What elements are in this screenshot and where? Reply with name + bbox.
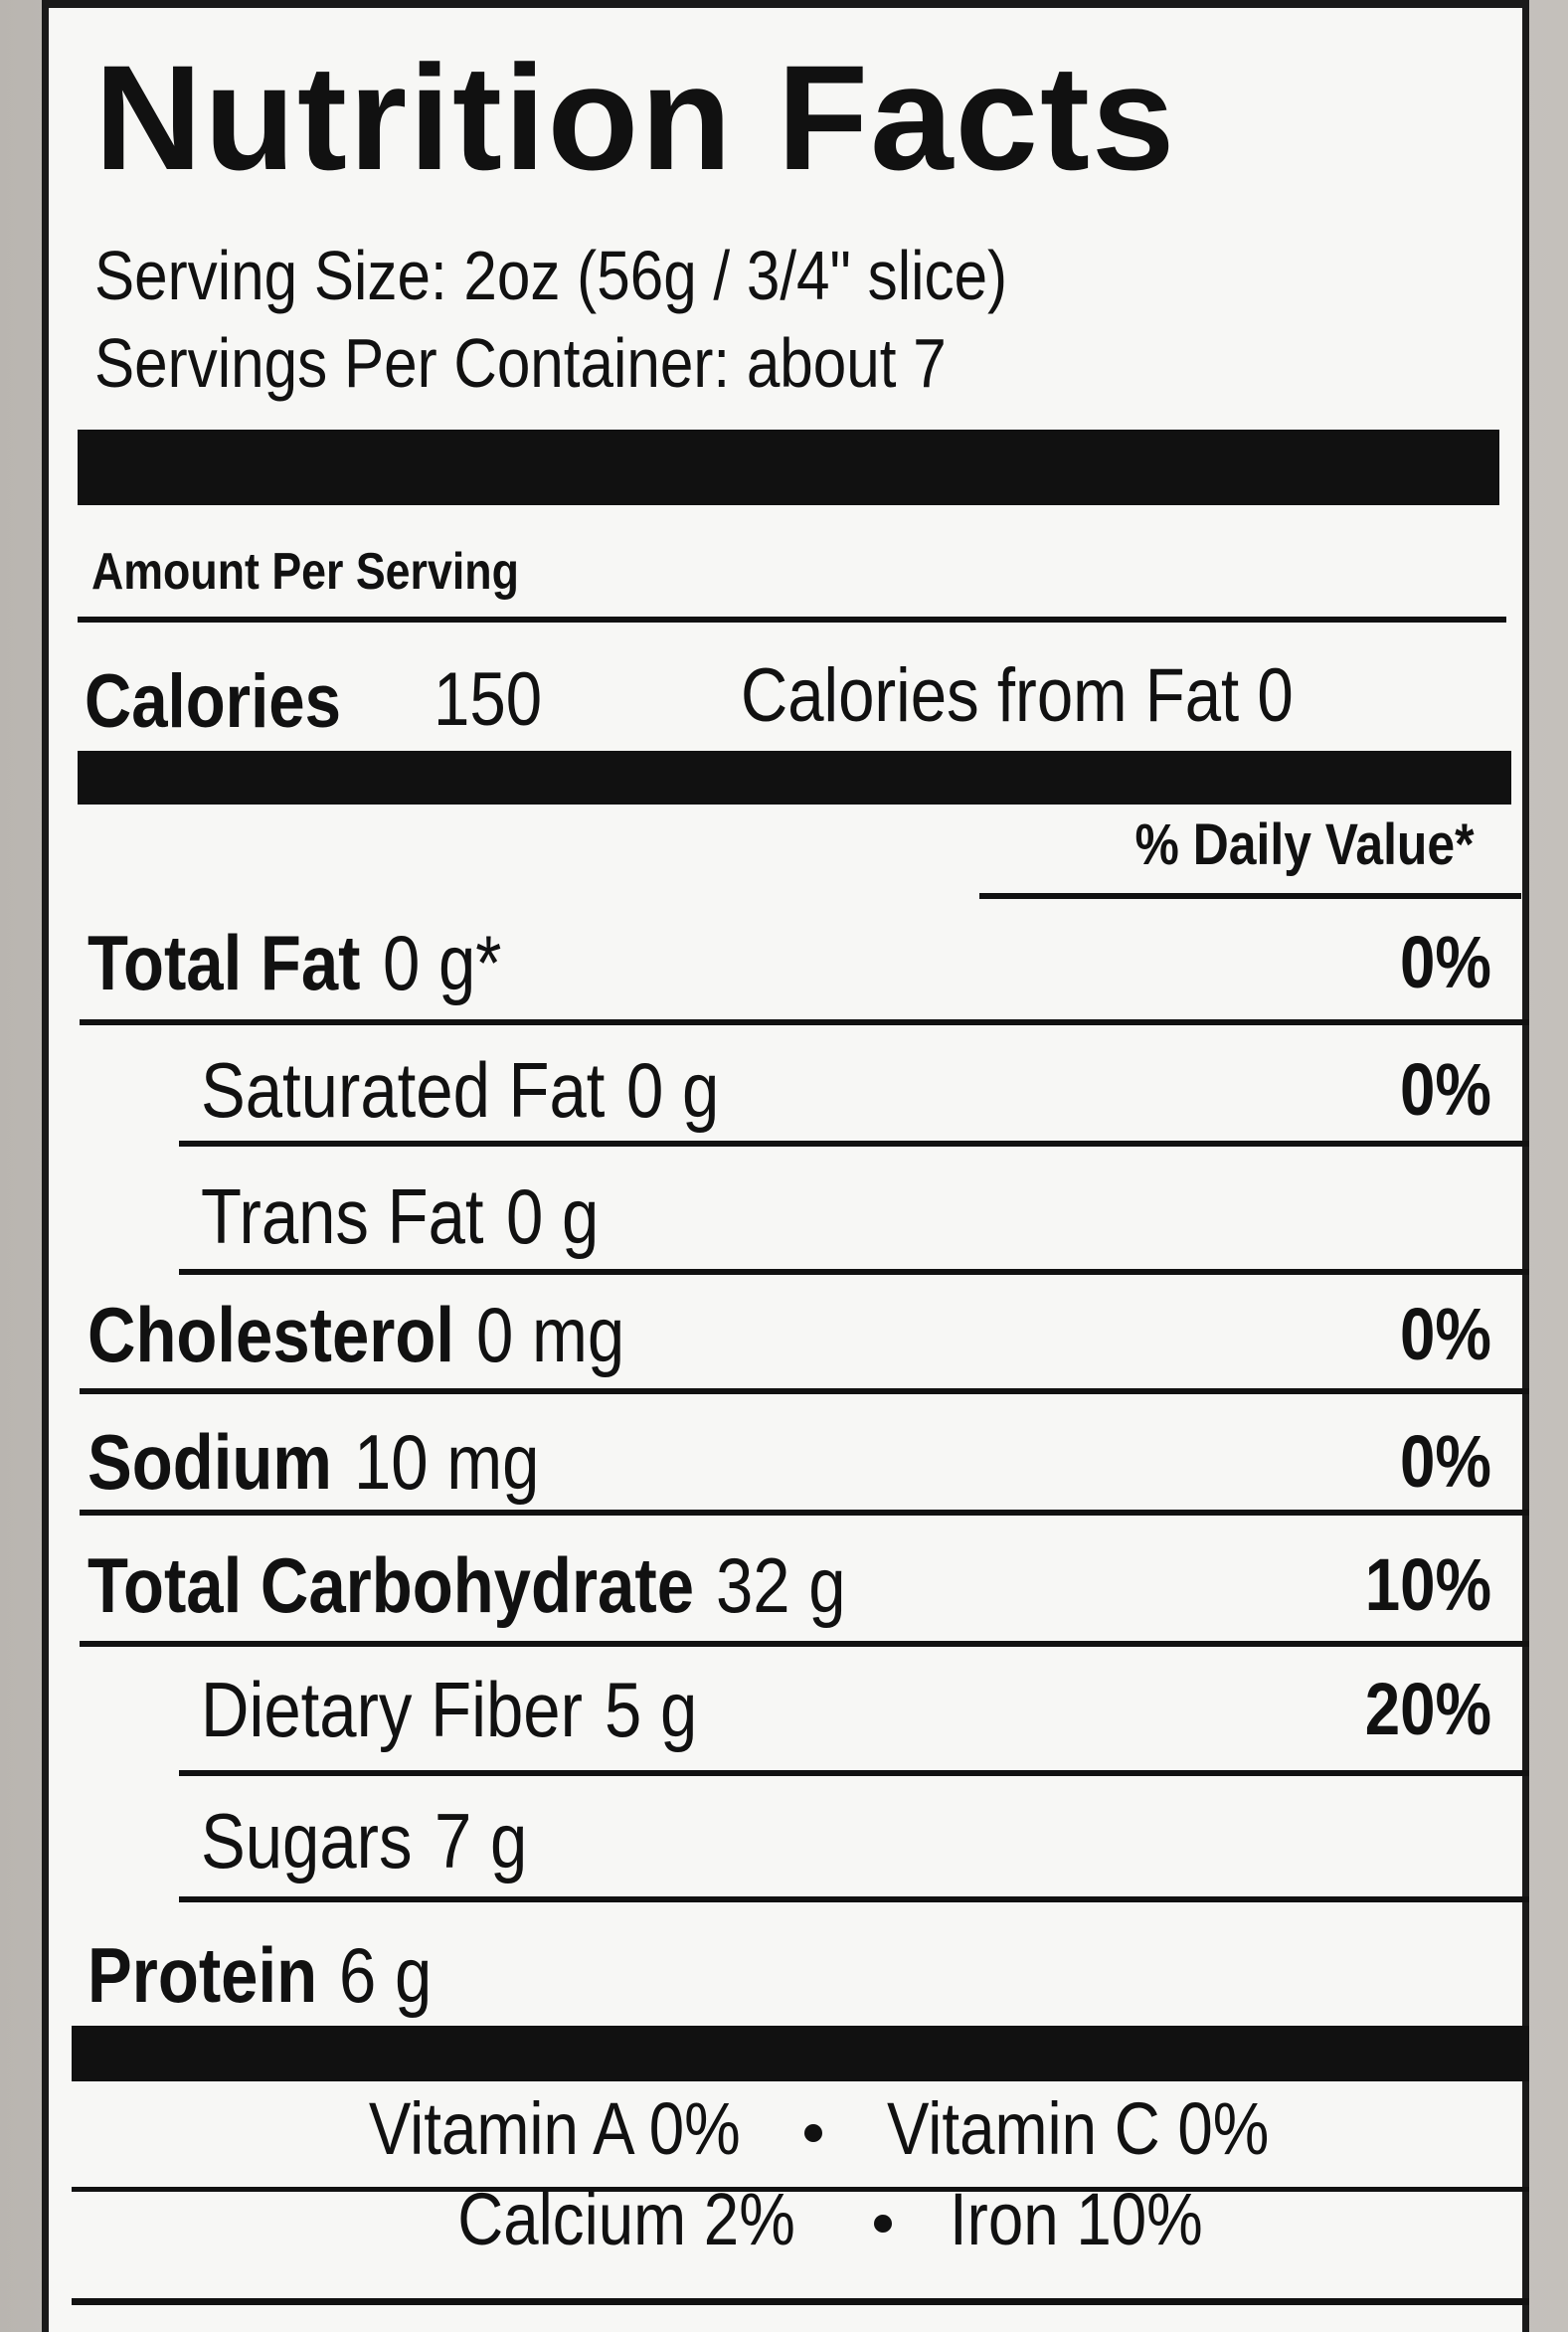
bullet [804, 2124, 822, 2142]
nutrient-amount: 5 g [604, 1666, 698, 1754]
daily-value: 0% [1400, 1048, 1491, 1132]
amount-per-serving: Amount Per Serving [91, 543, 519, 602]
rule [80, 1641, 1529, 1647]
nutrient-name: Cholesterol [87, 1291, 455, 1379]
rule [78, 617, 1506, 623]
daily-value: 10% [1364, 1543, 1491, 1627]
nutrient-name: Sugars [201, 1797, 413, 1885]
title: Nutrition Facts [94, 33, 1177, 201]
vitamin: Vitamin A 0% [369, 2087, 741, 2171]
nutrient-name: Protein [87, 1931, 318, 2020]
rule [80, 1388, 1529, 1394]
rule [72, 2187, 1529, 2192]
rule [72, 2026, 1529, 2081]
nutrient-name: Total Carbohydrate [87, 1541, 695, 1630]
nutrition-label [42, 0, 1529, 2332]
daily-value: 0% [1400, 1420, 1491, 1504]
vitamin: Iron 10% [950, 2178, 1203, 2261]
nutrient-name: Sodium [87, 1418, 332, 1507]
rule [78, 751, 1511, 805]
servings-per-container: Servings Per Container: about 7 [94, 323, 947, 402]
rule [80, 1510, 1529, 1516]
daily-value: 20% [1364, 1668, 1491, 1751]
rule [179, 1269, 1529, 1275]
nutrient-amount: 0 mg [476, 1291, 625, 1379]
calories-from-fat: Calories from Fat 0 [741, 653, 1294, 739]
rule [80, 1019, 1529, 1025]
rule [179, 1141, 1529, 1147]
nutrient-amount: 0 g* [382, 919, 501, 1007]
daily-value: 0% [1400, 1293, 1491, 1376]
nutrient-amount: 32 g [716, 1541, 846, 1630]
nutrient-name: Total Fat [87, 919, 361, 1007]
serving-size: Serving Size: 2oz (56g / 3/4" slice) [94, 236, 1008, 314]
bullet [874, 2215, 892, 2233]
vitamin: Vitamin C 0% [887, 2087, 1270, 2171]
rule [78, 430, 1499, 505]
calories-value: 150 [434, 657, 543, 743]
daily-value-header: % Daily Value* [1134, 812, 1475, 878]
daily-value: 0% [1400, 921, 1491, 1004]
rule [979, 893, 1521, 899]
nutrient-name: Dietary Fiber [201, 1666, 583, 1754]
rule [179, 1770, 1529, 1776]
nutrient-amount: 0 g [505, 1172, 599, 1261]
nutrient-amount: 6 g [339, 1931, 433, 2020]
nutrient-name: Saturated Fat [201, 1046, 606, 1135]
nutrient-amount: 0 g [626, 1046, 720, 1135]
nutrient-name: Trans Fat [201, 1172, 484, 1261]
nutrient-amount: 10 mg [353, 1418, 540, 1507]
rule [179, 1896, 1529, 1902]
rule [72, 2298, 1529, 2305]
nutrient-amount: 7 g [434, 1797, 527, 1885]
calories-label: Calories [85, 659, 341, 745]
vitamin: Calcium 2% [457, 2178, 795, 2261]
